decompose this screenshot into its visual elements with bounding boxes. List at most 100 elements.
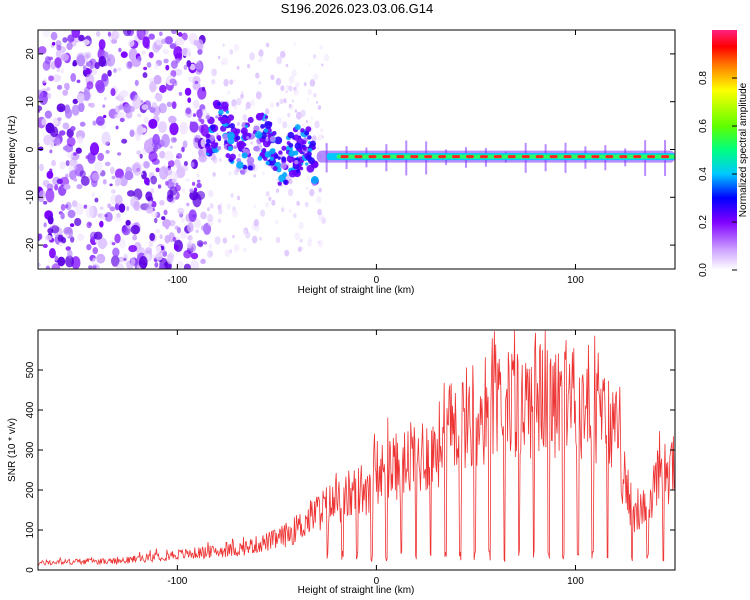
heat-blob [263, 128, 269, 133]
y-tick-label: 200 [25, 481, 36, 498]
heat-blob [45, 265, 51, 269]
heat-blob [136, 150, 142, 156]
heat-blob [188, 209, 197, 222]
heat-blob [119, 238, 126, 249]
spectrogram-x-ticks: -100 0 100 [167, 30, 584, 286]
heat-blob [276, 56, 283, 65]
heat-blob [72, 62, 77, 67]
heat-blob [229, 79, 234, 85]
heat-blob [226, 203, 231, 210]
heat-blob [233, 168, 239, 176]
heat-blob [142, 36, 150, 49]
heat-blob [306, 239, 313, 247]
heat-blob [164, 36, 173, 45]
heat-blob [196, 240, 204, 247]
heat-blob [280, 162, 287, 169]
colorbar-label: Normalized spectral amplitude [738, 82, 749, 217]
heat-blob [316, 146, 320, 151]
y-tick-label: 400 [25, 401, 36, 418]
heat-blob [229, 49, 234, 55]
heat-blob [302, 146, 307, 151]
heat-blob [201, 86, 206, 92]
heat-blob [268, 196, 272, 201]
heat-blob [285, 63, 289, 68]
heat-blob [288, 85, 293, 92]
heat-blob [176, 260, 184, 269]
heat-blob [83, 66, 87, 71]
heat-blob [150, 175, 158, 185]
heat-blob [293, 88, 299, 96]
heat-blob [294, 124, 301, 131]
heat-blob [222, 43, 225, 47]
heat-blob [220, 125, 227, 132]
heat-blob [250, 134, 256, 140]
heat-blob [282, 121, 288, 129]
heat-blob [98, 55, 107, 67]
heat-blob [49, 149, 53, 154]
heat-blob [76, 92, 85, 104]
heat-blob [117, 67, 122, 72]
heat-blob [93, 231, 103, 240]
heat-blob [281, 145, 287, 151]
heat-blob [233, 243, 240, 252]
heat-blob [98, 39, 106, 50]
heat-blob [79, 170, 86, 178]
heat-blob [177, 207, 185, 215]
heat-blob [189, 63, 196, 71]
heat-blob [310, 116, 314, 120]
heat-blob [73, 166, 77, 170]
heat-blob [97, 237, 107, 250]
heat-blob [259, 209, 266, 217]
heat-blob [293, 42, 296, 47]
snr-y-axis-label: SNR (10 * v/v) [7, 418, 18, 482]
heat-blob [104, 161, 111, 167]
heat-blob [282, 172, 288, 178]
heat-blob [182, 47, 188, 55]
heat-blob [102, 104, 106, 108]
tone-peak [438, 155, 447, 159]
heat-blob [130, 258, 136, 266]
heat-blob [318, 187, 322, 193]
heat-blob [231, 99, 237, 107]
heat-blob [101, 73, 109, 82]
heat-blob [236, 141, 245, 150]
heat-blob [116, 212, 121, 218]
heat-blob [280, 85, 285, 92]
heat-blob [154, 262, 159, 268]
heat-blob [233, 145, 238, 149]
heat-blob [314, 120, 320, 129]
heat-blob [45, 188, 55, 203]
heat-blob [142, 72, 148, 79]
heat-blob [218, 208, 223, 215]
spectrogram-x-axis-label: Height of straight line (km) [298, 285, 415, 296]
heat-blob [51, 263, 61, 269]
heat-blob [155, 93, 163, 102]
tone-peak [535, 155, 544, 159]
heat-blob [207, 213, 214, 223]
heat-blob [180, 218, 185, 223]
heat-blob [149, 81, 157, 93]
heat-blob [86, 81, 94, 90]
tone-peak [647, 155, 656, 159]
heat-blob [155, 167, 160, 173]
heat-blob [74, 217, 82, 227]
heat-blob [75, 203, 84, 216]
heat-blob [60, 67, 65, 74]
heat-blob [104, 214, 108, 218]
heat-blob [275, 236, 281, 244]
heat-blob [220, 202, 223, 206]
heat-blob [63, 83, 69, 89]
heat-blob [111, 38, 118, 44]
colorbar-tick-label: 0.2 [698, 215, 709, 229]
heat-blob [321, 63, 324, 67]
heat-blob [294, 232, 300, 241]
heat-blob [176, 227, 182, 234]
heat-blob [302, 123, 305, 128]
heat-blob [279, 98, 284, 105]
heat-blob [118, 203, 126, 213]
heat-blob [313, 93, 317, 98]
heat-blob [133, 201, 140, 211]
heat-blob [154, 142, 162, 150]
tone-peak [382, 155, 391, 159]
heat-blob [247, 63, 251, 69]
